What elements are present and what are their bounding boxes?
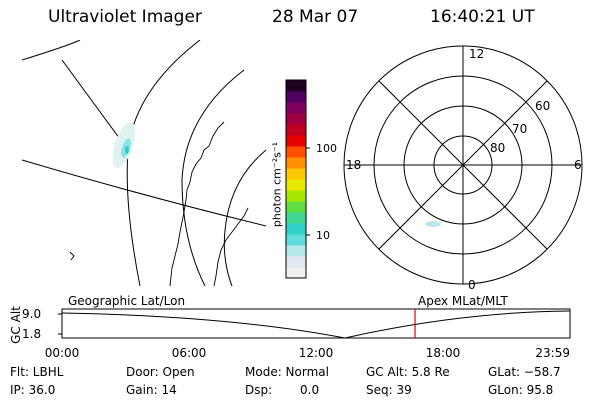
colorbar-axis: 100 10: [306, 142, 337, 242]
mlt-label-12: 12: [469, 47, 484, 61]
colorbar-band: [286, 102, 306, 114]
status-glat: GLat: −58.7: [488, 365, 561, 379]
colorbar-band: [286, 212, 306, 224]
colorbar-band: [286, 201, 306, 213]
altitude-curve: [61, 310, 571, 339]
colorbar-frame: [285, 79, 307, 279]
colorbar-band: [286, 124, 306, 136]
status-gain: Gain: 14: [126, 383, 177, 397]
status-dsp-value: 0.0: [300, 383, 320, 397]
status-door: Door: Open: [126, 365, 195, 379]
timeline-left-label: Geographic Lat/Lon: [68, 294, 186, 308]
mlt-label-6: 6: [574, 158, 582, 172]
colorbar-band: [286, 256, 306, 268]
colorbar-band: [286, 113, 306, 125]
status-filter: Flt: LBHL: [10, 365, 64, 379]
colorbar-tick-10: 10: [316, 229, 330, 242]
colorbar-band: [286, 267, 306, 279]
colorbar-tick-100: 100: [316, 142, 337, 155]
x-tick-2359: 23:59: [535, 346, 570, 360]
header-date: 28 Mar 07: [272, 7, 359, 27]
x-tick-0600: 06:00: [172, 346, 207, 360]
polar-aurora-emission: [425, 221, 441, 227]
colorbar-band: [286, 223, 306, 235]
aurora-emission: [112, 122, 136, 168]
colorbar-band: [286, 91, 306, 103]
colorbar-band: [286, 168, 306, 180]
lat-label-70: 70: [512, 122, 527, 136]
status-ip: IP: 36.0: [10, 383, 56, 397]
coastline: [169, 121, 225, 286]
status-dsp-label: Dsp:: [245, 383, 273, 397]
colorbar-band: [286, 157, 306, 169]
x-tick-1800: 18:00: [426, 346, 461, 360]
colorbar-band: [286, 179, 306, 191]
coastline: [213, 207, 249, 286]
y-tick-high: 9.0: [22, 307, 41, 321]
status-mode: Mode: Normal: [245, 365, 329, 379]
x-tick-0000: 00:00: [45, 346, 80, 360]
lat-label-60: 60: [535, 99, 550, 113]
y-tick-low: 1.8: [22, 327, 41, 341]
polar-axis-diagonal: [378, 80, 548, 250]
timeline-right-label: Apex MLat/MLT: [418, 294, 508, 308]
longitude-line: [61, 59, 129, 151]
latitude-arc: [22, 40, 81, 61]
colorbar-band: [286, 234, 306, 246]
latitude-arc: [223, 149, 266, 286]
x-tick-1200: 12:00: [299, 346, 334, 360]
lat-label-80: 80: [490, 141, 505, 155]
app-title: Ultraviolet Imager: [48, 7, 202, 27]
colorbar-band: [286, 245, 306, 257]
timeline-frame: [61, 308, 571, 339]
colorbar-band: [286, 135, 306, 147]
longitude-line: [22, 159, 266, 227]
colorbar-band: [286, 80, 306, 92]
coastline: [69, 251, 75, 261]
colorbar-band: [286, 190, 306, 202]
latitude-arc: [181, 69, 245, 286]
header-time: 16:40:21 UT: [430, 7, 535, 27]
status-seq: Seq: 39: [366, 383, 412, 397]
status-glon: GLon: 95.8: [488, 383, 554, 397]
mlt-label-18: 18: [346, 158, 361, 172]
colorbar-band: [286, 146, 306, 158]
mlt-label-0: 0: [468, 278, 476, 292]
status-gc-alt: GC Alt: 5.8 Re: [366, 365, 450, 379]
colorbar: [285, 79, 307, 279]
